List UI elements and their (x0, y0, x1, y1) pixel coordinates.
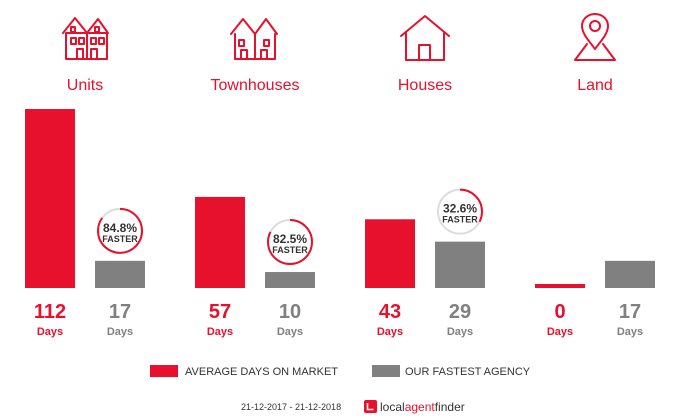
average-days-bar-units (25, 109, 75, 288)
legend-swatch-agency (372, 365, 400, 377)
average-days-value-townhouses: 57 (209, 301, 231, 323)
agency-days-unit-land: Days (617, 326, 643, 338)
agency-days-bar-townhouses (265, 272, 315, 288)
legend-swatch-average (150, 365, 178, 377)
faster-percent-townhouses: 82.5% (273, 232, 307, 246)
average-days-bar-land (535, 284, 585, 288)
average-days-unit-townhouses: Days (207, 326, 233, 338)
faster-ring-progress-townhouses (267, 219, 313, 266)
agency-days-bar-houses (435, 241, 485, 288)
average-days-unit-land: Days (547, 326, 573, 338)
map-pin-icon (574, 13, 616, 61)
brand-part-finder: finder (435, 400, 465, 414)
average-days-value-units: 112 (34, 301, 66, 323)
faster-badge-townhouses: 82.5%FASTER (267, 219, 313, 266)
date-range: 21-12-2017 - 21-12-2018 (241, 402, 341, 412)
agency-days-value-land: 17 (619, 301, 641, 323)
average-days-bar-houses (365, 219, 415, 288)
faster-ring-progress-houses (437, 188, 483, 235)
average-days-value-land: 0 (554, 301, 565, 323)
brand-part-agent: agent (405, 400, 436, 414)
faster-percent-units: 84.8% (103, 221, 137, 235)
agency-days-value-houses: 29 (449, 301, 471, 323)
average-days-value-houses: 43 (379, 301, 401, 323)
faster-label-houses: FASTER (442, 215, 478, 225)
legend: AVERAGE DAYS ON MARKET OUR FASTEST AGENC… (150, 365, 531, 378)
faster-label-units: FASTER (102, 234, 138, 244)
localagentfinder-logo: localagentfinder (364, 400, 465, 414)
average-days-unit-houses: Days (377, 326, 403, 338)
faster-badge-houses: 32.6%FASTER (437, 188, 483, 235)
value-labels-layer: 112 Days 17 Days 57 Days 10 Days 43 Days 29 Days 0 Da… (34, 301, 643, 338)
category-label-units: Units (67, 77, 103, 94)
townhouses-icon (230, 18, 278, 60)
faster-percent-houses: 32.6% (443, 202, 477, 216)
average-days-bar-townhouses (195, 196, 245, 288)
average-days-unit-units: Days (37, 326, 63, 338)
agency-days-unit-houses: Days (447, 326, 473, 338)
legend-label-average: AVERAGE DAYS ON MARKET (185, 366, 338, 378)
category-label-townhouses: Townhouses (211, 77, 300, 94)
agency-days-value-townhouses: 10 (279, 301, 301, 323)
agency-days-bar-units (95, 260, 145, 288)
agency-days-unit-townhouses: Days (277, 326, 303, 338)
house-icon (400, 15, 450, 61)
agency-days-bar-land (605, 260, 655, 288)
faster-badge-units: 84.8%FASTER (97, 207, 143, 254)
logo-icon (364, 400, 377, 413)
faster-label-townhouses: FASTER (272, 245, 308, 255)
brand-name: localagentfinder (380, 400, 465, 414)
bars-layer (25, 109, 655, 288)
legend-label-agency: OUR FASTEST AGENCY (405, 366, 531, 378)
category-label-houses: Houses (398, 77, 452, 94)
agency-days-value-units: 17 (109, 301, 131, 323)
faster-ring-progress-units (97, 207, 143, 254)
brand-part-local: local (380, 400, 405, 414)
units-icon (62, 17, 109, 60)
category-label-land: Land (577, 77, 613, 94)
agency-days-unit-units: Days (107, 326, 133, 338)
